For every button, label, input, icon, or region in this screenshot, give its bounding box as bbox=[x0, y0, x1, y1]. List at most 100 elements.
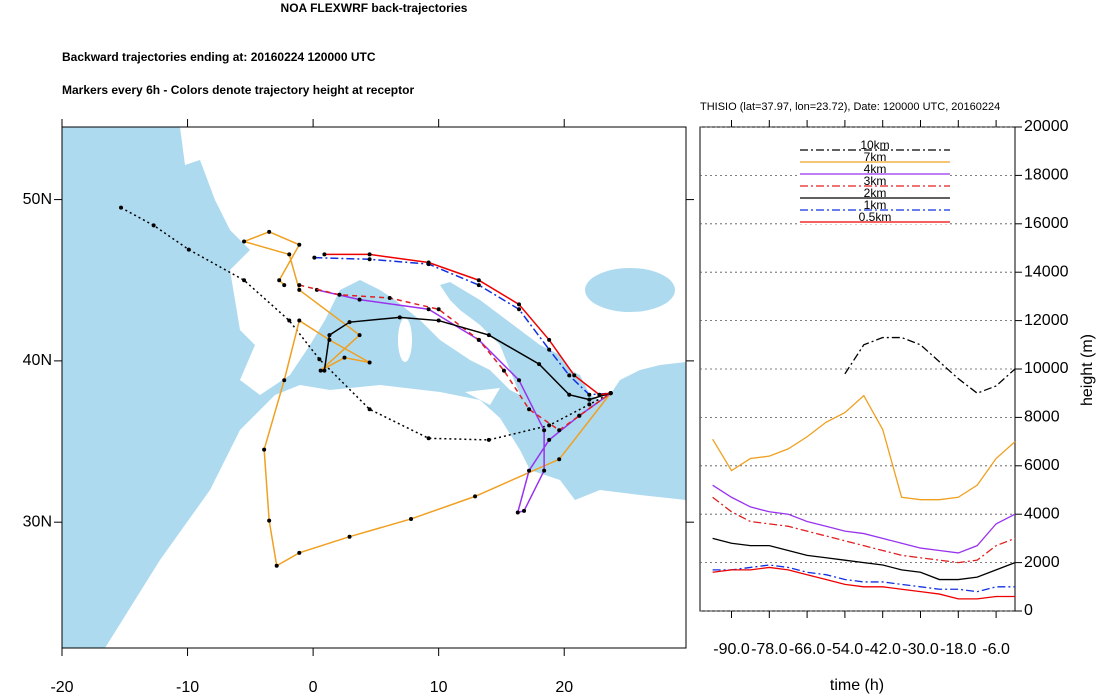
marker bbox=[486, 333, 491, 338]
marker bbox=[486, 437, 491, 442]
marker bbox=[567, 373, 572, 378]
marker bbox=[501, 368, 506, 373]
marker bbox=[587, 397, 592, 402]
marker bbox=[517, 302, 522, 307]
legend-label: 0.5km bbox=[859, 210, 892, 224]
marker bbox=[318, 368, 323, 373]
marker bbox=[274, 563, 279, 568]
marker bbox=[557, 457, 562, 462]
marker bbox=[242, 239, 247, 244]
line bbox=[712, 394, 1016, 501]
marker bbox=[515, 510, 520, 515]
y-axis-label: height (m) bbox=[1079, 334, 1096, 406]
marker bbox=[436, 318, 441, 323]
legend-label: 7km bbox=[864, 150, 887, 164]
x-tick-label: 20 bbox=[555, 679, 573, 696]
legend-label: 4km bbox=[864, 162, 887, 176]
marker bbox=[297, 550, 302, 555]
marker bbox=[587, 392, 592, 397]
marker bbox=[242, 278, 247, 283]
x-tick-label: -78.0 bbox=[751, 641, 788, 658]
marker bbox=[567, 392, 572, 397]
y-tick-label: 14000 bbox=[1024, 263, 1069, 280]
legend-bg bbox=[800, 164, 950, 176]
marker bbox=[267, 518, 272, 523]
y-tick-label: 4000 bbox=[1024, 505, 1060, 522]
x-tick-label: -10 bbox=[176, 679, 199, 696]
line bbox=[712, 566, 1015, 600]
marker bbox=[357, 333, 362, 338]
marker bbox=[476, 283, 481, 288]
marker bbox=[527, 407, 532, 412]
marker bbox=[277, 278, 282, 283]
marker bbox=[577, 413, 582, 418]
marker bbox=[347, 534, 352, 539]
marker bbox=[426, 307, 431, 312]
marker bbox=[282, 378, 287, 383]
marker bbox=[476, 337, 481, 342]
marker bbox=[426, 260, 431, 265]
marker bbox=[473, 494, 478, 499]
marker bbox=[312, 255, 317, 260]
marker bbox=[409, 516, 414, 521]
africa bbox=[105, 385, 686, 648]
marker bbox=[297, 242, 302, 247]
marker bbox=[337, 292, 342, 297]
marker bbox=[527, 468, 532, 473]
y-tick-label: 40N bbox=[23, 352, 52, 369]
map-frame bbox=[61, 126, 687, 649]
line bbox=[712, 537, 1016, 581]
x-tick-label: -42.0 bbox=[864, 641, 901, 658]
subtitle: Markers every 6h - Colors denote traject… bbox=[62, 83, 414, 97]
legend-label: 1km bbox=[864, 198, 887, 212]
x-tick-label: 0 bbox=[309, 679, 318, 696]
y-tick-label: 12000 bbox=[1024, 312, 1069, 329]
marker bbox=[297, 287, 302, 292]
y-tick-label: 2000 bbox=[1024, 554, 1060, 571]
y-tick-label: 18000 bbox=[1024, 167, 1069, 184]
marker bbox=[387, 295, 392, 300]
legend-label: 3km bbox=[864, 174, 887, 188]
line bbox=[844, 336, 1016, 394]
marker bbox=[547, 423, 552, 428]
marker bbox=[297, 283, 302, 288]
marker bbox=[572, 373, 577, 378]
marker bbox=[347, 320, 352, 325]
marker bbox=[436, 307, 441, 312]
island bbox=[465, 388, 500, 405]
legend-label: 2km bbox=[864, 186, 887, 200]
marker bbox=[547, 337, 552, 342]
marker bbox=[522, 508, 527, 513]
marker bbox=[119, 205, 124, 210]
y-tick-label: 50N bbox=[23, 191, 52, 208]
marker bbox=[287, 252, 292, 257]
legend-bg bbox=[800, 188, 950, 200]
marker bbox=[367, 252, 372, 257]
legend-bg bbox=[800, 212, 950, 224]
x-tick-label: -18.0 bbox=[940, 641, 977, 658]
marker bbox=[597, 392, 602, 397]
marker bbox=[537, 362, 542, 367]
trajectory bbox=[323, 316, 611, 401]
legend-bg bbox=[800, 176, 950, 188]
y-tick-label: 30N bbox=[23, 513, 52, 530]
x-tick-label: -54.0 bbox=[827, 641, 864, 658]
marker bbox=[262, 447, 267, 452]
marker bbox=[517, 378, 522, 383]
y-tick-label: 16000 bbox=[1024, 215, 1069, 232]
marker bbox=[322, 252, 327, 257]
x-tick-label: -30.0 bbox=[902, 641, 939, 658]
marker bbox=[317, 357, 322, 362]
legend-bg bbox=[800, 200, 950, 212]
y-tick-label: 20000 bbox=[1024, 118, 1069, 135]
x-tick-label: -90.0 bbox=[713, 641, 750, 658]
marker bbox=[151, 223, 156, 228]
marker bbox=[186, 247, 191, 252]
marker bbox=[557, 428, 562, 433]
marker bbox=[327, 333, 332, 338]
marker bbox=[426, 436, 431, 441]
island bbox=[398, 318, 412, 362]
x-tick-label: 10 bbox=[430, 679, 448, 696]
